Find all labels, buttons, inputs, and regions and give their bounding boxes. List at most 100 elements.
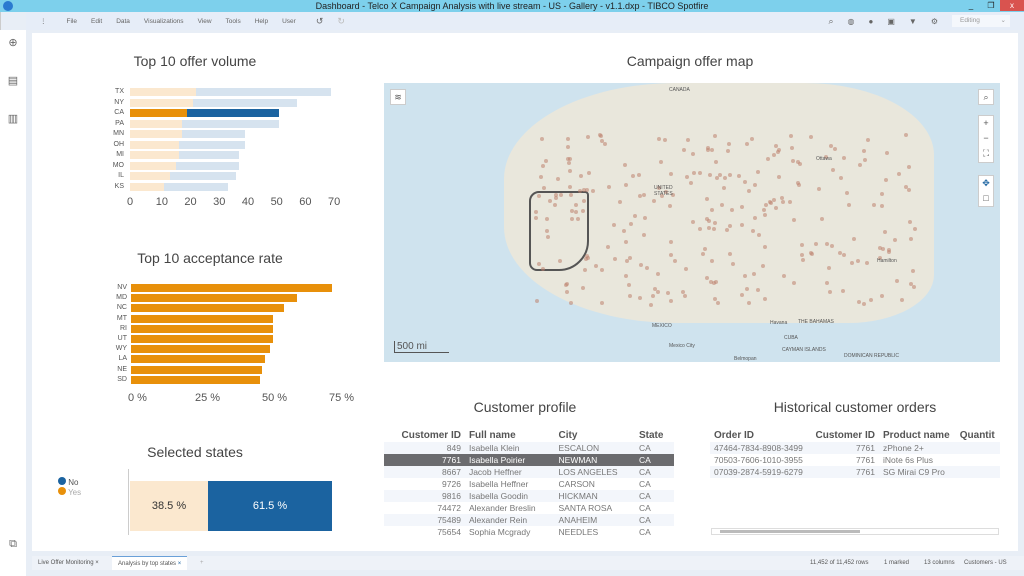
offer-point[interactable] xyxy=(739,204,744,209)
offer-point[interactable] xyxy=(535,299,540,304)
offer-point[interactable] xyxy=(763,202,768,207)
offer-point[interactable] xyxy=(796,183,801,188)
bar-no[interactable] xyxy=(193,98,297,107)
offer-point[interactable] xyxy=(838,176,843,181)
offer-point[interactable] xyxy=(799,253,804,258)
offer-point[interactable] xyxy=(668,252,673,257)
offer-point[interactable] xyxy=(705,197,710,202)
bar-no[interactable] xyxy=(178,140,245,149)
rectangle-select-icon[interactable]: □ xyxy=(983,193,989,203)
offer-point[interactable] xyxy=(747,189,752,194)
offer-point[interactable] xyxy=(865,137,870,142)
analytics-icon[interactable]: ▥ xyxy=(7,113,19,125)
offer-point[interactable] xyxy=(864,260,869,265)
offer-point[interactable] xyxy=(707,172,712,177)
offer-point[interactable] xyxy=(906,165,911,170)
column-header[interactable]: Customer ID xyxy=(815,429,875,441)
offer-point[interactable] xyxy=(743,180,748,185)
offer-point[interactable] xyxy=(777,147,782,152)
acceptance-bar[interactable] xyxy=(131,355,265,364)
offer-point[interactable] xyxy=(739,293,744,298)
menu-user[interactable]: User xyxy=(282,17,296,25)
offer-point[interactable] xyxy=(653,287,658,292)
offer-point[interactable] xyxy=(586,135,591,140)
offer-point[interactable] xyxy=(847,203,852,208)
offer-point[interactable] xyxy=(844,190,849,195)
offer-point[interactable] xyxy=(723,175,728,180)
offer-point[interactable] xyxy=(565,157,570,162)
offer-point[interactable] xyxy=(756,169,761,174)
offer-point[interactable] xyxy=(624,258,629,263)
offer-point[interactable] xyxy=(702,246,707,251)
offer-point[interactable] xyxy=(730,261,735,266)
offer-point[interactable] xyxy=(671,192,676,197)
acceptance-bar[interactable] xyxy=(131,284,332,292)
table-row[interactable]: 75489 Alexander Rein ANAHEIM CA xyxy=(384,514,674,526)
offer-point[interactable] xyxy=(868,297,873,302)
offer-point[interactable] xyxy=(552,203,557,208)
offer-point[interactable] xyxy=(725,228,730,233)
offer-point[interactable] xyxy=(773,206,778,211)
offer-point[interactable] xyxy=(751,229,755,234)
column-header[interactable]: State xyxy=(639,429,664,441)
map-search-button[interactable]: ⌕ xyxy=(978,89,994,105)
offer-point[interactable] xyxy=(701,252,706,257)
offer-point[interactable] xyxy=(568,192,573,197)
offer-point[interactable] xyxy=(545,217,550,222)
data-table-name[interactable]: Customers - US xyxy=(964,560,1007,566)
offer-point[interactable] xyxy=(762,207,767,212)
offer-point[interactable] xyxy=(593,264,598,269)
offer-point[interactable] xyxy=(682,148,687,153)
zoom-out-button[interactable]: − xyxy=(983,133,989,143)
bar-yes[interactable] xyxy=(130,88,197,96)
offer-point[interactable] xyxy=(657,186,662,191)
offer-point[interactable] xyxy=(910,268,915,273)
offer-point[interactable] xyxy=(673,258,678,263)
offer-point[interactable] xyxy=(683,293,688,298)
offer-point[interactable] xyxy=(861,148,866,153)
offer-point[interactable] xyxy=(668,203,673,208)
offer-point[interactable] xyxy=(704,217,709,222)
table-row[interactable]: 8667 Jacob Heffner LOS ANGELES CA xyxy=(384,466,674,478)
offer-point[interactable] xyxy=(534,209,538,214)
add-tab-button[interactable]: + xyxy=(200,560,204,566)
menu-data[interactable]: Data xyxy=(116,17,130,25)
offer-point[interactable] xyxy=(826,266,831,270)
offer-point[interactable] xyxy=(892,238,897,243)
offer-point[interactable] xyxy=(766,157,771,162)
offer-point[interactable] xyxy=(585,253,590,258)
offer-point[interactable] xyxy=(612,222,617,227)
offer-point[interactable] xyxy=(636,173,641,178)
offer-point[interactable] xyxy=(582,267,587,272)
offer-point[interactable] xyxy=(651,198,656,203)
offer-point[interactable] xyxy=(706,147,711,152)
offer-point[interactable] xyxy=(752,183,757,188)
offer-point[interactable] xyxy=(761,264,766,269)
offer-point[interactable] xyxy=(536,194,541,199)
offer-point[interactable] xyxy=(632,213,637,218)
menu-tools[interactable]: Tools xyxy=(225,17,241,25)
offer-point[interactable] xyxy=(655,271,660,276)
offer-point[interactable] xyxy=(565,290,570,295)
offer-point[interactable] xyxy=(904,133,909,138)
offer-point[interactable] xyxy=(643,216,648,220)
offer-point[interactable] xyxy=(623,183,628,188)
bookmark-icon[interactable]: ▣ xyxy=(887,16,895,26)
offer-point[interactable] xyxy=(623,239,628,244)
minimize-button[interactable]: _ xyxy=(962,0,980,11)
offer-point[interactable] xyxy=(887,250,892,255)
offer-point[interactable] xyxy=(828,290,832,295)
offer-point[interactable] xyxy=(622,229,627,234)
offer-point[interactable] xyxy=(750,137,755,142)
offer-point[interactable] xyxy=(617,199,622,204)
offer-point[interactable] xyxy=(606,184,611,189)
acceptance-bar[interactable] xyxy=(131,294,298,303)
offer-point[interactable] xyxy=(547,199,552,204)
offer-point[interactable] xyxy=(583,256,588,261)
offer-point[interactable] xyxy=(584,188,589,193)
offer-point[interactable] xyxy=(825,241,830,246)
menu-edit[interactable]: Edit xyxy=(90,17,103,25)
offer-point[interactable] xyxy=(882,229,887,234)
offer-point[interactable] xyxy=(580,285,585,290)
offer-point[interactable] xyxy=(600,300,605,305)
